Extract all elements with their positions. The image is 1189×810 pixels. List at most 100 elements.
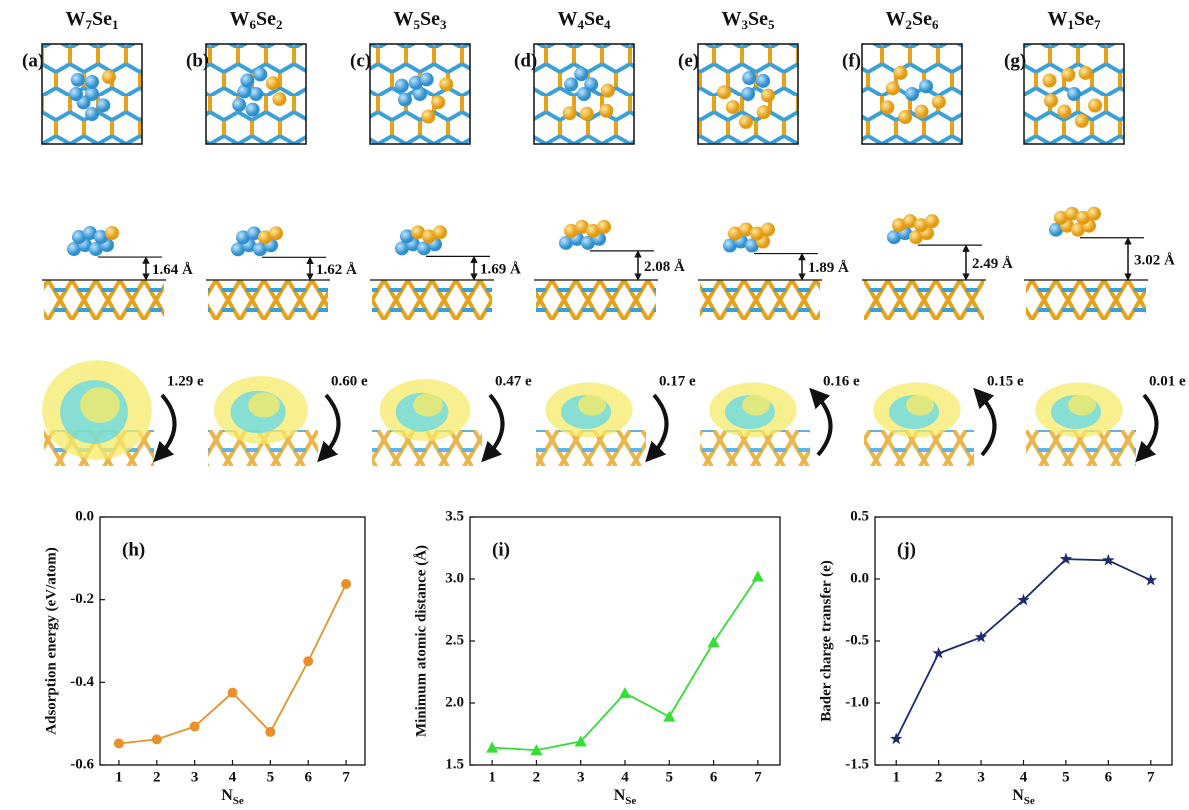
panel-label: (j) xyxy=(897,539,916,560)
data-point xyxy=(152,734,162,744)
se-atom xyxy=(894,66,908,80)
w-atom xyxy=(96,98,110,112)
se-atom xyxy=(1042,74,1056,88)
side-view-substrate xyxy=(536,280,656,320)
formula: W5Se3 xyxy=(394,8,448,32)
x-tick-label: 6 xyxy=(304,769,312,785)
side-view-substrate xyxy=(44,280,164,320)
y-tick-label: -0.6 xyxy=(70,756,94,772)
charge-arrow xyxy=(488,395,503,455)
x-label-main: N xyxy=(614,787,626,804)
x-tick-label: 6 xyxy=(710,769,718,785)
w-atom xyxy=(85,75,99,89)
distance-label: 2.49 Å xyxy=(972,256,1013,272)
panel-label: (f) xyxy=(842,50,861,71)
se-atom xyxy=(269,226,283,240)
density-yellow xyxy=(80,387,120,423)
formula-subscript: 4 xyxy=(604,17,611,32)
formula-element: Se xyxy=(912,8,932,30)
se-atom xyxy=(1087,207,1101,221)
x-axis-label: NSe xyxy=(1012,787,1035,807)
x-label-main: N xyxy=(1012,787,1024,804)
se-atom xyxy=(886,81,900,95)
charge-label: 0.17 e xyxy=(659,373,696,389)
se-atom xyxy=(915,105,929,119)
density-yellow xyxy=(413,393,443,416)
charge-label: 0.01 e xyxy=(1149,373,1186,389)
distance-label: 1.62 Å xyxy=(316,262,357,278)
se-atom xyxy=(757,105,771,119)
se-atom xyxy=(880,100,894,114)
se-atom xyxy=(1088,99,1102,113)
data-point xyxy=(341,579,351,589)
x-label-subscript: Se xyxy=(1024,795,1035,807)
panel-label: (h) xyxy=(122,539,145,560)
x-tick-label: 3 xyxy=(577,769,585,785)
data-point xyxy=(265,727,275,737)
formula-element: Se xyxy=(420,8,440,30)
se-atom xyxy=(105,226,119,240)
y-tick-label: 0.0 xyxy=(75,508,94,524)
se-atom xyxy=(726,100,740,114)
y-tick-label: 3.5 xyxy=(445,508,464,524)
x-tick-label: 4 xyxy=(1020,769,1028,785)
data-point xyxy=(190,722,200,732)
x-tick-label: 3 xyxy=(191,769,199,785)
se-atom xyxy=(599,104,613,118)
x-tick-label: 5 xyxy=(267,769,275,785)
x-label-subscript: Se xyxy=(233,795,244,807)
data-line xyxy=(896,559,1151,739)
x-tick-label: 2 xyxy=(533,769,541,785)
x-tick-label: 1 xyxy=(892,769,900,785)
formula-element: Se xyxy=(256,8,276,30)
x-label-main: N xyxy=(221,787,233,804)
x-tick-label: 5 xyxy=(666,769,674,785)
w-atom xyxy=(85,107,99,121)
se-atom xyxy=(563,106,577,120)
w-atom xyxy=(564,77,578,91)
distance-label: 1.64 Å xyxy=(152,262,193,278)
panel-label: (e) xyxy=(678,50,699,71)
x-tick-label: 2 xyxy=(153,769,161,785)
se-atom xyxy=(272,92,286,106)
distance-label: 1.69 Å xyxy=(480,262,521,278)
plot-frame xyxy=(470,517,780,765)
y-tick-label: 3.0 xyxy=(445,570,464,586)
formula: W3Se5 xyxy=(722,8,776,32)
se-atom xyxy=(898,110,912,124)
w-atom xyxy=(742,71,756,85)
panel-label: (g) xyxy=(1004,50,1026,71)
se-atom xyxy=(739,115,753,129)
page: {"structures": [ {"label": "(a)", "formu… xyxy=(0,0,1189,810)
formula-element: W xyxy=(230,8,250,30)
se-atom xyxy=(925,214,939,228)
y-tick-label: -0.5 xyxy=(845,632,869,648)
y-tick-label: 2.0 xyxy=(445,694,464,710)
w-atom xyxy=(71,73,85,87)
formula-element: Se xyxy=(1074,8,1094,30)
data-point xyxy=(619,687,631,698)
side-view-substrate xyxy=(700,280,820,320)
formula-element: Se xyxy=(92,8,112,30)
se-atom xyxy=(932,95,946,109)
plot-frame xyxy=(875,517,1172,765)
x-tick-label: 3 xyxy=(977,769,985,785)
x-tick-label: 7 xyxy=(1147,769,1155,785)
se-atom xyxy=(431,95,445,109)
formula: W7Se1 xyxy=(66,8,119,32)
panel-label: (c) xyxy=(350,50,371,71)
se-atom xyxy=(717,85,731,99)
w-atom xyxy=(741,87,755,101)
distance-label: 2.08 Å xyxy=(644,259,685,275)
y-tick-label: 0.5 xyxy=(850,508,869,524)
se-atom xyxy=(1044,94,1058,108)
data-point xyxy=(1145,574,1157,586)
se-atom xyxy=(266,76,280,90)
se-atom xyxy=(1075,114,1089,128)
data-point xyxy=(303,656,313,666)
distance-label: 3.02 Å xyxy=(1134,252,1175,268)
y-tick-label: -1.0 xyxy=(845,694,869,710)
se-atom xyxy=(433,225,447,239)
density-yellow xyxy=(906,395,934,416)
x-axis-label: NSe xyxy=(614,787,637,807)
